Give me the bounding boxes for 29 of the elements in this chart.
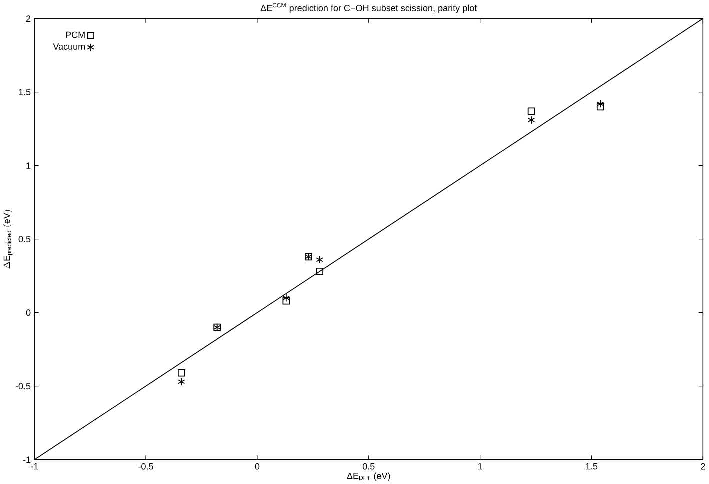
point <box>597 100 604 108</box>
point <box>178 378 186 386</box>
x-axis-title: ΔE$_{DFT}$ (eV) <box>347 472 390 481</box>
y-tick-label: 1 <box>26 162 31 169</box>
y-tick-label: 0 <box>26 309 31 316</box>
point <box>282 297 290 305</box>
point <box>282 294 290 302</box>
legend-label: PCM <box>66 32 85 38</box>
x-tick-label: 0 <box>255 463 260 470</box>
y-tick-label: -1 <box>23 456 31 463</box>
y-tick-label: 0.5 <box>18 236 31 242</box>
x-tick-label: 1.5 <box>586 463 598 470</box>
y-tick-label: 1.5 <box>19 88 31 96</box>
y-axis-title: $\Delta\mathrm{E}_{\mathrm{predicted}}\ (\mathrm{eV})$ <box>3 210 13 269</box>
y-tick-label: -0.5 <box>16 382 31 390</box>
y-tick-label: 2 <box>26 15 31 22</box>
point <box>596 103 604 110</box>
x-tick-label: 2 <box>701 463 706 470</box>
point <box>316 256 324 264</box>
chart-title: ΔE$^{CCM}$ prediction for C−OH subset scission, parity plot <box>260 3 478 14</box>
x-tick-label: 1 <box>478 463 482 470</box>
point <box>178 369 186 377</box>
x-tick-label: -1 <box>30 463 38 470</box>
x-tick-label: -0.5 <box>138 463 154 470</box>
x-tick-label: 0.5 <box>362 463 375 470</box>
point <box>316 268 324 276</box>
point <box>528 116 536 124</box>
point <box>528 108 536 115</box>
legend-label: Vacuum <box>53 43 86 50</box>
